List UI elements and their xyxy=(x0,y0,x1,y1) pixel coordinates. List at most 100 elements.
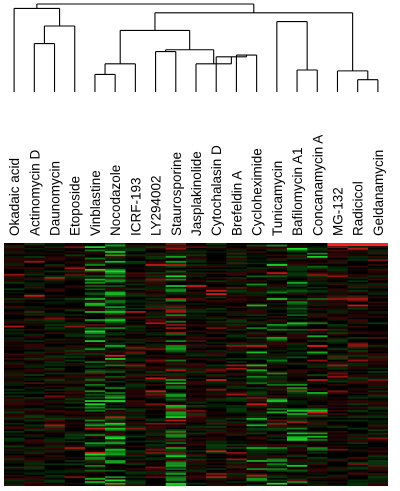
heatmap-cell xyxy=(307,458,328,461)
heatmap-cell xyxy=(84,249,106,252)
heatmap-cell xyxy=(84,267,106,270)
heatmap-cell xyxy=(206,379,227,381)
heatmap-cell xyxy=(226,294,247,297)
heatmap-cell xyxy=(347,255,368,258)
heatmap-cell xyxy=(24,306,45,308)
heatmap-cell xyxy=(4,275,25,278)
heatmap-cell xyxy=(145,379,166,381)
heatmap-cell xyxy=(206,468,227,470)
heatmap-cell xyxy=(145,348,166,351)
heatmap-cell xyxy=(4,377,25,380)
heatmap-cell xyxy=(145,429,166,432)
heatmap-cell xyxy=(105,262,126,265)
heatmap-cell xyxy=(226,317,247,320)
heatmap-cell xyxy=(105,307,126,310)
heatmap-cell xyxy=(246,414,267,417)
heatmap-cell xyxy=(246,460,267,462)
heatmap-cell xyxy=(145,280,166,283)
heatmap-cell xyxy=(286,267,308,270)
heatmap-cell xyxy=(4,244,25,247)
heatmap-cell xyxy=(206,396,227,399)
heatmap-cell xyxy=(286,369,308,372)
heatmap-cell xyxy=(105,392,126,394)
heatmap-cell xyxy=(165,275,187,278)
heatmap-cell xyxy=(347,448,368,451)
heatmap-cell xyxy=(347,408,368,411)
heatmap-cell xyxy=(64,317,86,320)
heatmap-cell xyxy=(4,396,25,399)
heatmap-cell xyxy=(4,466,25,469)
heatmap-cell xyxy=(206,353,227,355)
heatmap-cell xyxy=(185,463,207,466)
heatmap-cell xyxy=(44,314,65,317)
heatmap-cell xyxy=(367,484,389,487)
heatmap-cell xyxy=(105,273,126,276)
heatmap-cell xyxy=(145,359,166,362)
heatmap-cell xyxy=(145,458,166,461)
heatmap-cell xyxy=(185,257,207,260)
heatmap-cell xyxy=(307,468,328,470)
heatmap-cell xyxy=(266,345,288,347)
heatmap-cell xyxy=(64,398,86,401)
heatmap-cell xyxy=(44,471,65,474)
heatmap-cell xyxy=(226,382,247,385)
heatmap-cell xyxy=(105,385,126,388)
heatmap-cell xyxy=(84,366,106,368)
heatmap-cell xyxy=(4,417,25,420)
heatmap-cell xyxy=(327,383,348,386)
heatmap-cell xyxy=(105,333,126,336)
heatmap-cell xyxy=(286,380,308,383)
heatmap-cell xyxy=(145,267,166,270)
column-label: ICRF-193 xyxy=(128,177,143,236)
heatmap-cell xyxy=(105,324,126,326)
heatmap-cell xyxy=(64,265,86,268)
heatmap-cell xyxy=(327,469,348,472)
heatmap-cell xyxy=(347,463,368,466)
heatmap-cell xyxy=(64,372,86,375)
heatmap-cell xyxy=(206,382,227,385)
heatmap-cell xyxy=(206,375,227,378)
heatmap-cell xyxy=(266,356,288,359)
heatmap-cell xyxy=(246,403,267,406)
heatmap-cell xyxy=(206,476,227,479)
heatmap-cell xyxy=(44,448,65,451)
heatmap-cell xyxy=(286,461,308,464)
heatmap-cell xyxy=(185,265,207,268)
heatmap-cell xyxy=(125,311,146,313)
heatmap-cell xyxy=(246,335,267,338)
heatmap-cell xyxy=(206,246,227,249)
heatmap-cell xyxy=(145,445,166,448)
heatmap-cell xyxy=(327,319,348,321)
heatmap-cell xyxy=(24,387,45,389)
heatmap-cell xyxy=(307,392,328,394)
heatmap-cell xyxy=(327,255,348,258)
heatmap-cell xyxy=(105,479,126,482)
heatmap-cell xyxy=(185,343,207,346)
heatmap-cell xyxy=(367,283,389,286)
heatmap-cell xyxy=(165,247,187,250)
heatmap-cell xyxy=(307,328,328,331)
heatmap-cell xyxy=(84,413,106,415)
heatmap-cell xyxy=(44,348,65,351)
heatmap-cell xyxy=(286,272,308,274)
heatmap-cell xyxy=(165,464,187,467)
heatmap-cell xyxy=(64,298,86,300)
heatmap-cell xyxy=(307,272,328,274)
heatmap-cell xyxy=(347,445,368,448)
heatmap-cell xyxy=(347,296,368,299)
heatmap-cell xyxy=(307,482,328,485)
heatmap-cell xyxy=(125,413,146,415)
heatmap-cell xyxy=(185,411,207,414)
heatmap-cell xyxy=(266,315,288,318)
heatmap-cell xyxy=(185,345,207,347)
heatmap-cell xyxy=(84,426,106,428)
heatmap-cell xyxy=(105,267,126,270)
heatmap-cell xyxy=(246,268,267,271)
heatmap-cell xyxy=(266,372,288,375)
heatmap-cell xyxy=(165,246,187,249)
heatmap-cell xyxy=(4,461,25,464)
heatmap-cell xyxy=(206,244,227,247)
heatmap-cell xyxy=(347,442,368,445)
heatmap-cell xyxy=(286,333,308,336)
heatmap-cell xyxy=(347,251,368,253)
